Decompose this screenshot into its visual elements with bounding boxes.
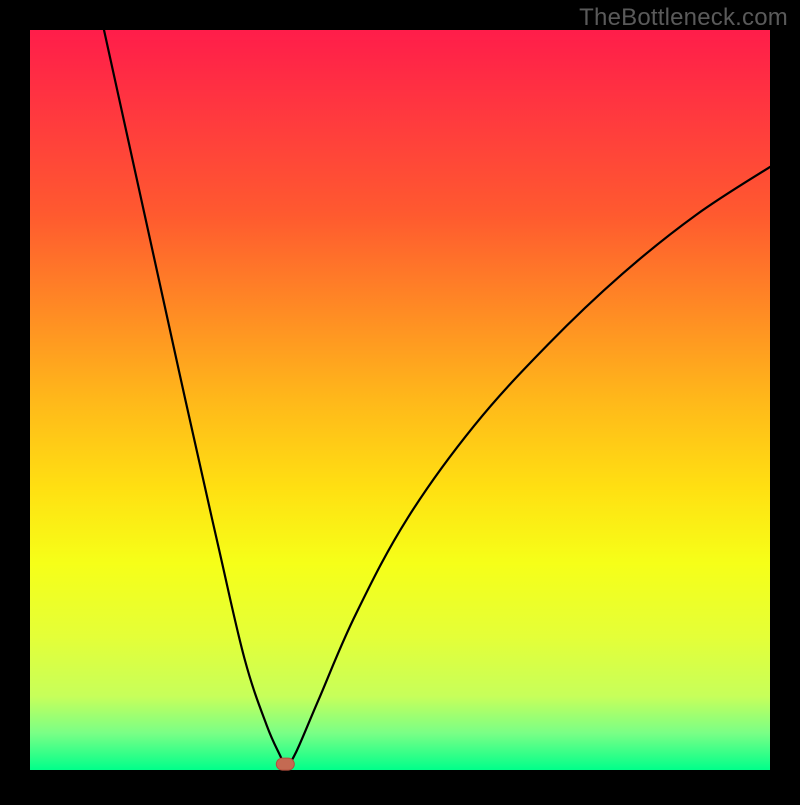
chart-frame: TheBottleneck.com [0, 0, 800, 800]
bottleneck-chart-svg [0, 0, 800, 800]
plot-background-gradient [30, 30, 770, 770]
optimum-marker [276, 758, 294, 770]
watermark-text: TheBottleneck.com [579, 4, 788, 32]
